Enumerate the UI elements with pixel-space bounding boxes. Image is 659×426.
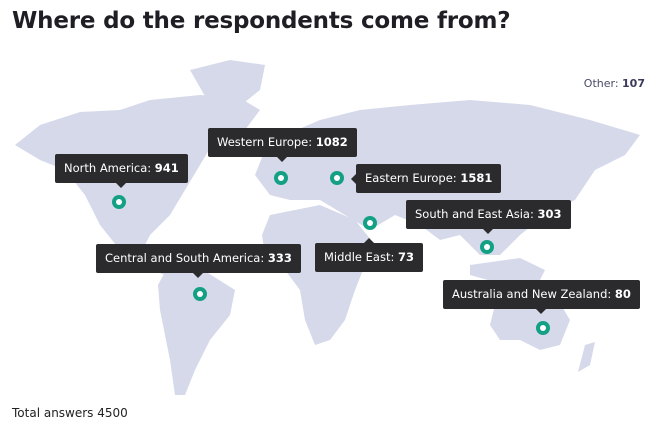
other-label: Other: <box>583 77 619 90</box>
marker-eastern-europe[interactable] <box>330 171 344 185</box>
total-value: 4500 <box>97 406 128 420</box>
region-value: 941 <box>154 161 179 175</box>
region-value: 303 <box>537 207 562 221</box>
region-label: Australia and New Zealand: <box>452 287 612 301</box>
region-label: South and East Asia: <box>415 207 534 221</box>
region-value: 80 <box>614 287 631 301</box>
marker-south-east-asia[interactable] <box>480 240 494 254</box>
page-title: Where do the respondents come from? <box>12 8 511 34</box>
region-value: 1082 <box>315 135 348 149</box>
tooltip-north-america: North America: 941 <box>55 154 188 188</box>
tooltip-south-east-asia: South and East Asia: 303 <box>406 200 571 234</box>
other-value: 107 <box>622 77 645 90</box>
region-label: Eastern Europe: <box>365 171 457 185</box>
greenland-shape <box>190 60 265 110</box>
tooltip-central-south-america: Central and South America: 333 <box>96 244 301 278</box>
marker-central-south-america[interactable] <box>193 287 207 301</box>
new-zealand-shape <box>578 342 595 372</box>
region-label: Western Europe: <box>217 135 313 149</box>
marker-middle-east[interactable] <box>363 216 377 230</box>
africa-shape <box>262 205 375 345</box>
marker-western-europe[interactable] <box>274 171 288 185</box>
tooltip-western-europe: Western Europe: 1082 <box>208 128 357 162</box>
region-label: North America: <box>64 161 152 175</box>
tooltip-australia-nz: Australia and New Zealand: 80 <box>443 280 640 314</box>
region-value: 333 <box>267 251 292 265</box>
other-count: Other: 107 <box>584 77 645 90</box>
region-value: 73 <box>398 250 415 264</box>
total-label: Total answers <box>12 406 94 420</box>
marker-north-america[interactable] <box>112 195 126 209</box>
region-value: 1581 <box>460 171 493 185</box>
region-label: Middle East: <box>324 250 395 264</box>
marker-australia-nz[interactable] <box>536 321 550 335</box>
total-answers: Total answers 4500 <box>12 406 128 420</box>
se-asia-islands-shape <box>470 258 545 282</box>
tooltip-eastern-europe: Eastern Europe: 1581 <box>350 164 502 193</box>
south-america-shape <box>158 268 235 395</box>
tooltip-middle-east: Middle East: 73 <box>315 238 424 272</box>
region-label: Central and South America: <box>105 251 265 265</box>
